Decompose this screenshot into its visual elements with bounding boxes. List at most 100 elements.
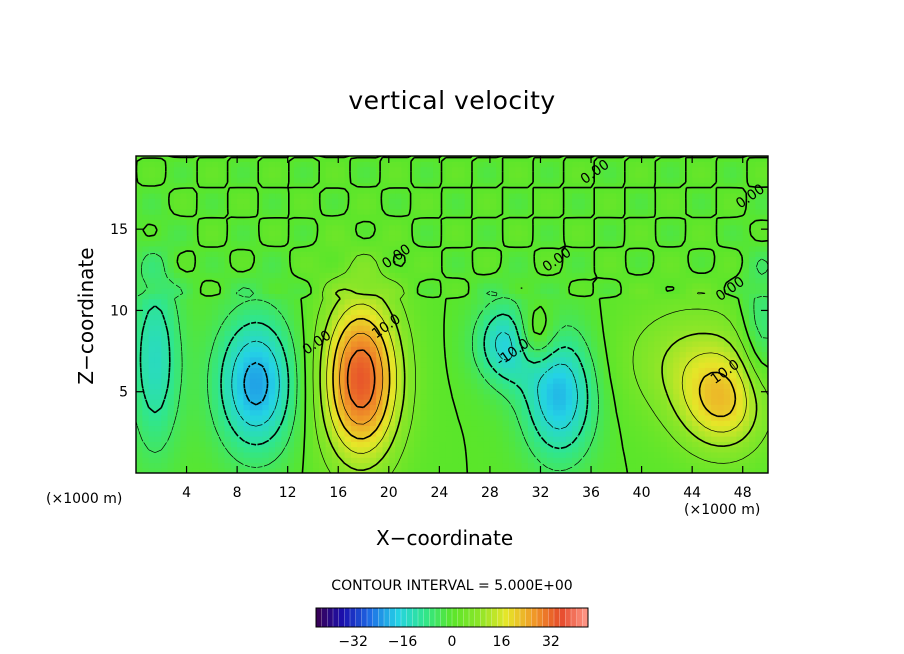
field-cell	[312, 314, 320, 321]
field-cell	[224, 319, 232, 326]
field-cell	[572, 367, 579, 374]
field-cell	[382, 383, 390, 390]
field-cell	[281, 388, 289, 395]
field-cell	[249, 362, 257, 368]
field-cell	[477, 309, 485, 316]
field-cell	[249, 436, 257, 442]
field-cell	[578, 335, 586, 342]
field-cell	[192, 346, 200, 353]
field-cell	[742, 214, 750, 220]
field-cell	[692, 298, 700, 305]
field-cell	[306, 404, 314, 411]
field-cell	[692, 414, 700, 421]
field-cell	[331, 224, 339, 231]
field-cell	[287, 446, 295, 453]
field-cell	[294, 240, 301, 247]
field-cell	[186, 335, 194, 342]
field-cell	[300, 251, 308, 257]
field-cell	[319, 272, 327, 279]
field-cell	[199, 351, 207, 358]
field-cell	[154, 446, 162, 453]
field-cell	[464, 409, 472, 416]
field-cell	[635, 208, 643, 215]
field-cell	[685, 309, 693, 316]
field-cell	[477, 282, 485, 289]
field-cell	[262, 319, 270, 326]
field-cell	[622, 309, 630, 316]
field-cell	[452, 414, 459, 421]
field-cell	[591, 298, 598, 305]
field-cell	[167, 282, 175, 289]
field-cell	[578, 314, 586, 321]
field-cell	[647, 425, 655, 432]
field-cell	[256, 335, 263, 342]
field-cell	[205, 462, 213, 469]
field-cell	[635, 314, 643, 321]
field-cell	[572, 399, 579, 405]
field-cell	[723, 277, 731, 284]
field-cell	[647, 441, 655, 448]
field-cell	[730, 330, 737, 337]
field-cell	[578, 282, 586, 289]
field-cell	[186, 404, 194, 411]
field-cell	[572, 335, 579, 342]
field-cell	[698, 414, 706, 421]
field-cell	[730, 335, 737, 342]
field-cell	[521, 451, 529, 458]
field-cell	[477, 340, 485, 347]
field-cell	[414, 256, 421, 263]
field-cell	[287, 351, 295, 358]
field-cell	[350, 261, 358, 268]
field-cell	[698, 309, 706, 316]
field-cell	[268, 282, 276, 289]
field-cell	[616, 303, 624, 310]
field-cell	[704, 462, 712, 469]
field-cell	[635, 436, 643, 442]
field-cell	[268, 388, 276, 395]
field-cell	[401, 261, 409, 268]
field-cell	[647, 446, 655, 453]
field-cell	[224, 330, 232, 337]
field-cell	[755, 467, 763, 473]
field-cell	[173, 414, 181, 421]
field-cell	[142, 303, 150, 310]
field-cell	[635, 414, 643, 421]
field-cell	[136, 425, 143, 432]
field-cell	[711, 409, 719, 416]
field-cell	[256, 425, 263, 432]
field-cell	[496, 235, 504, 242]
field-cell	[382, 420, 390, 427]
field-cell	[597, 235, 605, 242]
field-cell	[711, 314, 719, 321]
field-cell	[224, 409, 232, 416]
field-cell	[401, 293, 409, 300]
field-cell	[591, 388, 598, 395]
field-cell	[401, 351, 409, 358]
field-cell	[180, 229, 188, 236]
field-cell	[142, 430, 150, 437]
field-cell	[363, 256, 371, 263]
field-cell	[591, 462, 598, 469]
field-cell	[527, 399, 535, 405]
field-cell	[230, 457, 238, 464]
field-cell	[483, 261, 491, 268]
field-cell	[243, 251, 251, 257]
field-cell	[572, 393, 579, 400]
field-cell	[761, 266, 768, 273]
field-cell	[496, 425, 504, 432]
field-cell	[420, 319, 428, 326]
field-cell	[388, 251, 396, 257]
field-cell	[224, 219, 232, 226]
field-cell	[647, 467, 655, 473]
field-cell	[628, 340, 636, 347]
field-cell	[256, 272, 263, 279]
field-cell	[148, 335, 156, 342]
field-cell	[496, 346, 504, 353]
field-cell	[591, 356, 598, 363]
field-cell	[565, 346, 573, 353]
field-cell	[161, 229, 169, 236]
field-cell	[142, 383, 150, 390]
field-cell	[711, 430, 719, 437]
field-cell	[603, 399, 611, 405]
field-cell	[230, 446, 238, 453]
